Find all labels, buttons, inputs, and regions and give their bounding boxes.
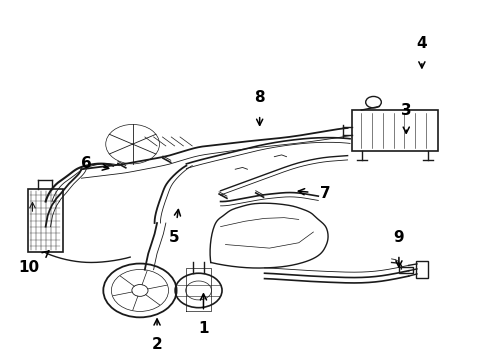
- Text: 7: 7: [298, 186, 331, 201]
- Text: 6: 6: [81, 156, 109, 171]
- Text: 10: 10: [19, 251, 49, 275]
- Text: 5: 5: [169, 210, 180, 245]
- Text: 8: 8: [254, 90, 265, 125]
- Bar: [416, 261, 428, 278]
- Text: 1: 1: [198, 294, 209, 336]
- Bar: [352, 110, 438, 151]
- Bar: [399, 267, 413, 273]
- Bar: [27, 189, 63, 252]
- Text: 9: 9: [393, 230, 404, 267]
- Text: 2: 2: [152, 319, 162, 352]
- Text: 4: 4: [416, 36, 427, 68]
- Text: 3: 3: [401, 103, 412, 133]
